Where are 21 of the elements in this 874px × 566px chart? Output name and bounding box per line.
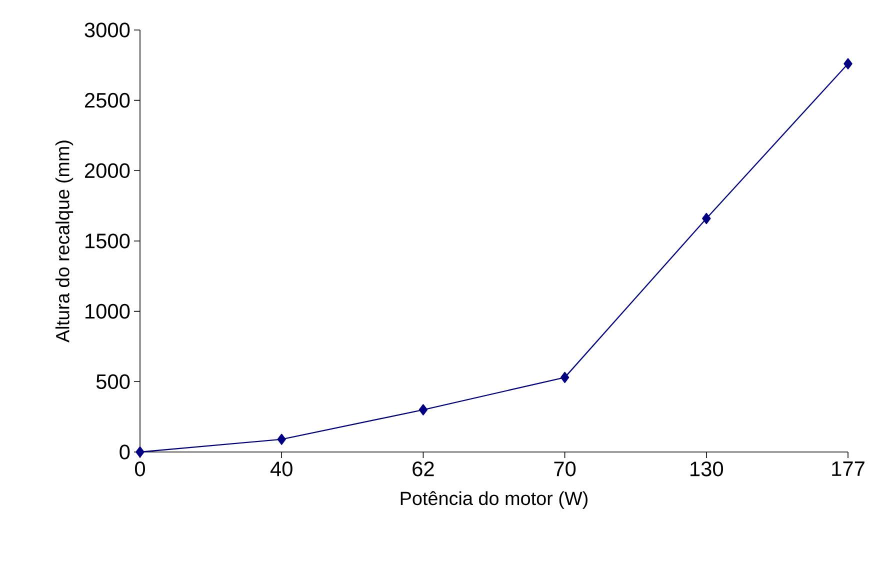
point — [418, 404, 428, 416]
y-tick-label: 1500 — [86, 234, 130, 248]
point — [702, 212, 711, 224]
x-tick-label: 130 — [690, 462, 724, 476]
y-tick-label: 2000 — [84, 163, 130, 178]
x-tick-label: 62 — [412, 462, 434, 476]
point — [136, 446, 144, 458]
y-axis-title: Altura do recalque (mm) — [55, 140, 74, 342]
y-tick-label: 1000 — [86, 304, 130, 319]
point — [560, 372, 570, 384]
x-tick-label: 70 — [554, 462, 576, 476]
x-tick-label: 177 — [832, 462, 864, 476]
y-tick-label: 0 — [120, 444, 130, 460]
point — [277, 434, 286, 445]
y-tick-label: 2500 — [84, 92, 130, 108]
x-axis-title: Potência do motor (W) — [400, 491, 588, 509]
y-tick-label: 3000 — [84, 22, 130, 38]
x-tick-label: 0 — [135, 462, 146, 476]
y-tick-label: 500 — [96, 374, 130, 390]
point — [844, 58, 852, 70]
x-tick-label: 40 — [270, 462, 292, 476]
